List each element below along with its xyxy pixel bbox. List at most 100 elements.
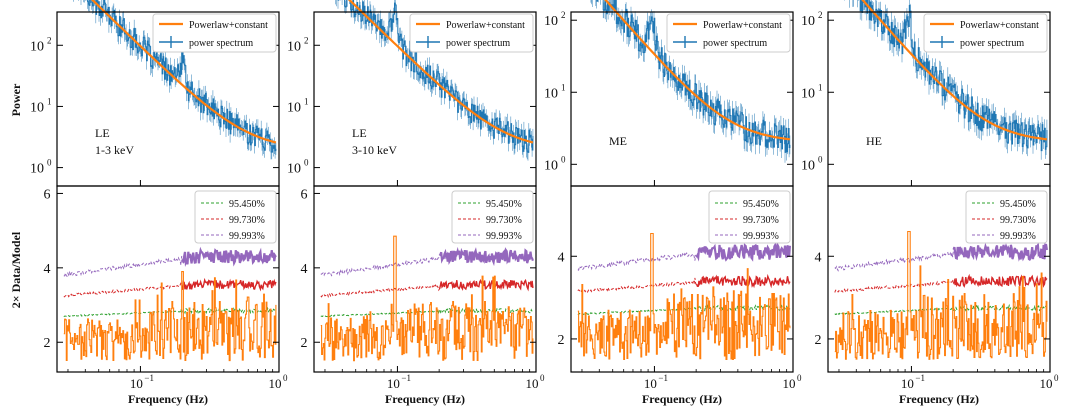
bottom-frame: [56, 185, 280, 373]
bottom-y-tick-label: 2: [301, 336, 308, 351]
x-tick-exponent: −1: [144, 373, 154, 383]
top-y-tick-label: 10: [30, 162, 44, 177]
bottom-legend-label: 99.730%: [1000, 215, 1036, 226]
top-legend-box: [666, 13, 791, 53]
x-axis-label: Frequency (Hz): [128, 392, 208, 406]
legend-model-label: Powerlaw+constant: [960, 20, 1039, 31]
top-legend-box: [152, 13, 277, 53]
bottom-y-tick-label: 6: [44, 187, 51, 202]
top-legend-box: [923, 13, 1048, 53]
top-y-tick-label: 10: [544, 14, 558, 29]
top-y-tick-exponent: 0: [47, 158, 52, 168]
bottom-y-tick-label: 4: [301, 262, 308, 277]
ratio-line: [320, 235, 534, 362]
bottom-y-tick-label: 2: [558, 333, 565, 348]
top-y-tick-exponent: 2: [47, 35, 52, 45]
x-axis-label: Frequency (Hz): [642, 392, 722, 406]
bottom-frame: [827, 185, 1051, 373]
bottom-legend: 95.450% 99.730% 99.993%: [451, 190, 534, 244]
x-tick-label: 10: [387, 376, 400, 391]
ratio-line: [577, 232, 791, 361]
top-y-tick-label: 10: [544, 158, 558, 173]
top-y-tick-exponent: 2: [818, 10, 823, 20]
bottom-y-tick-label: 2: [44, 336, 51, 351]
power-spectrum-line: [857, 0, 1048, 152]
x-tick-exponent: 0: [283, 373, 288, 383]
contour-band-99-730: [952, 273, 1048, 288]
x-tick-label: 10: [901, 376, 914, 391]
bottom-y-tick-label: 2: [815, 333, 822, 348]
top-y-tick-label: 10: [801, 86, 815, 101]
x-axis-label: Frequency (Hz): [385, 392, 465, 406]
power-axis-label: Power: [9, 83, 23, 116]
top-y-tick-exponent: 1: [304, 96, 309, 106]
bottom-frame: [570, 185, 794, 373]
legend-spectrum-label: power spectrum: [189, 38, 253, 49]
x-tick-label: 10: [783, 376, 796, 391]
top-y-tick-exponent: 1: [818, 82, 823, 92]
bottom-legend: 95.450% 99.730% 99.993%: [708, 190, 791, 244]
legend-model-label: Powerlaw+constant: [446, 20, 525, 31]
legend-spectrum-label: power spectrum: [703, 38, 767, 49]
bottom-legend-box: [451, 190, 534, 244]
bottom-legend-label: 99.730%: [743, 215, 779, 226]
top-y-tick-exponent: 0: [818, 154, 823, 164]
bottom-legend-label: 95.450%: [1000, 199, 1036, 210]
contour-99-730: [63, 278, 277, 298]
x-tick-exponent: 0: [1054, 373, 1059, 383]
top-y-tick-label: 10: [30, 39, 44, 54]
top-legend: Powerlaw+constant power spectrum: [666, 13, 791, 53]
contour-99-993: [63, 248, 277, 277]
legend-spectrum-label: power spectrum: [446, 38, 510, 49]
legend-spectrum-label: power spectrum: [960, 38, 1024, 49]
power-spectrum-line: [337, 0, 534, 153]
contour-band-99-993: [695, 241, 791, 262]
top-legend: Powerlaw+constant power spectrum: [923, 13, 1048, 53]
bottom-legend: 95.450% 99.730% 99.993%: [965, 190, 1048, 244]
panel-annotation: LE: [95, 126, 110, 140]
top-y-tick-exponent: 0: [304, 158, 309, 168]
top-y-tick-label: 10: [801, 14, 815, 29]
panel-annotation: 1-3 keV: [95, 143, 134, 157]
ratio-line: [834, 230, 1048, 360]
top-y-tick-label: 10: [30, 100, 44, 115]
top-y-tick-exponent: 1: [47, 96, 52, 106]
top-y-tick-label: 10: [287, 100, 301, 115]
bottom-legend-box: [965, 190, 1048, 244]
contour-band-99-993: [952, 242, 1048, 262]
x-tick-exponent: −1: [401, 373, 411, 383]
model-curve: [604, 0, 791, 141]
panel-annotation: 3-10 keV: [352, 143, 397, 157]
bottom-frame: [313, 185, 537, 373]
top-y-tick-label: 10: [544, 86, 558, 101]
model-curve: [347, 0, 534, 144]
bottom-legend-label: 99.993%: [743, 231, 779, 242]
bottom-legend-box: [708, 190, 791, 244]
contour-band-99-730: [438, 278, 534, 292]
bottom-legend-label: 99.993%: [229, 231, 265, 242]
contour-99-993: [577, 243, 791, 271]
x-tick-exponent: 0: [540, 373, 545, 383]
panel-annotation: ME: [609, 134, 627, 148]
bottom-legend: 95.450% 99.730% 99.993%: [194, 190, 277, 244]
x-tick-label: 10: [269, 376, 282, 391]
x-tick-label: 10: [1040, 376, 1053, 391]
bottom-legend-box: [194, 190, 277, 244]
top-y-tick-exponent: 0: [561, 154, 566, 164]
bottom-legend-label: 95.450%: [486, 199, 522, 210]
bottom-y-tick-label: 6: [301, 187, 308, 202]
top-legend: Powerlaw+constant power spectrum: [152, 13, 277, 53]
x-tick-label: 10: [130, 376, 143, 391]
bottom-legend-label: 95.450%: [229, 199, 265, 210]
ratio-axis-label: 2× Data/Model: [9, 231, 23, 308]
panel-annotation: HE: [866, 134, 882, 148]
contour-band-99-730: [181, 277, 277, 292]
top-y-tick-label: 10: [801, 158, 815, 173]
panel-annotation: LE: [352, 126, 367, 140]
